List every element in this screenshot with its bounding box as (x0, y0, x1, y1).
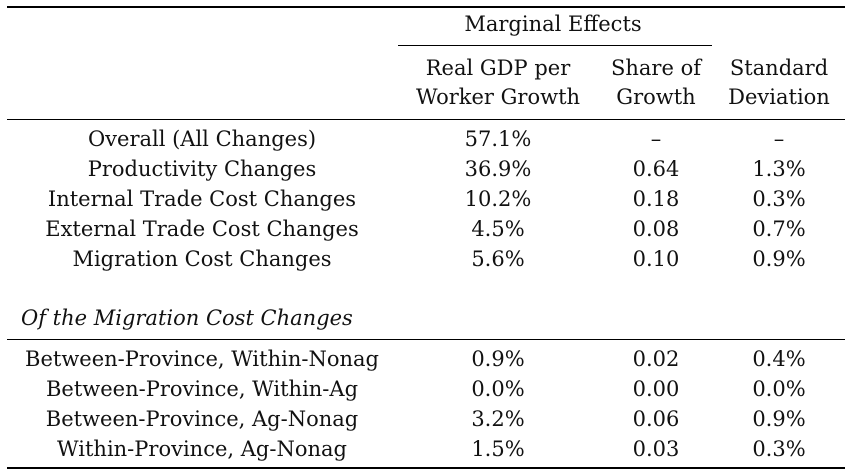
gdp-value: 1.5% (471, 437, 525, 461)
col-header-gdp-line1: Real GDP per (425, 56, 571, 80)
share-value: 0.03 (632, 437, 680, 461)
col-header-sd-line1: Standard (729, 56, 829, 80)
sd-value: 0.7% (752, 217, 806, 241)
row-label: Internal Trade Cost Changes (47, 187, 357, 211)
group-header-marginal-effects: Marginal Effects (464, 12, 642, 36)
gdp-value: 3.2% (471, 407, 525, 431)
share-value: 0.10 (632, 247, 680, 271)
row-label: Overall (All Changes) (87, 127, 317, 151)
share-value: 0.08 (632, 217, 680, 241)
gdp-value: 10.2% (464, 187, 532, 211)
col-header-gdp-line2: Worker Growth (415, 85, 581, 109)
section-title-migration: Of the Migration Cost Changes (21, 306, 353, 330)
row-label: Between-Province, Within-Nonag (25, 347, 379, 371)
gdp-value: 57.1% (464, 127, 532, 151)
share-value: 0.02 (632, 347, 680, 371)
sd-value: 0.4% (752, 347, 806, 371)
sd-value: – (773, 127, 785, 151)
col-header-sd-line2: Deviation (728, 85, 830, 109)
sd-value: 0.3% (752, 187, 806, 211)
sd-value: 0.3% (752, 437, 806, 461)
row-label: Between-Province, Ag-Nonag (45, 407, 359, 431)
gdp-value: 4.5% (471, 217, 525, 241)
top-rule (7, 6, 845, 8)
row-label: Within-Province, Ag-Nonag (57, 437, 347, 461)
sd-value: 0.0% (752, 377, 806, 401)
share-value: 0.00 (632, 377, 680, 401)
row-label: Migration Cost Changes (72, 247, 332, 271)
sd-value: 0.9% (752, 407, 806, 431)
section-rule (7, 339, 845, 340)
gdp-value: 36.9% (464, 157, 532, 181)
sd-value: 0.9% (752, 247, 806, 271)
col-header-share-line1: Share of (611, 56, 701, 80)
bottom-rule (7, 467, 845, 469)
gdp-value: 0.0% (471, 377, 525, 401)
share-value: 0.06 (632, 407, 680, 431)
share-value: 0.64 (632, 157, 680, 181)
header-rule (7, 119, 845, 120)
sd-value: 1.3% (752, 157, 806, 181)
row-label: Productivity Changes (87, 157, 317, 181)
col-header-share-line2: Growth (616, 85, 696, 109)
gdp-value: 0.9% (471, 347, 525, 371)
row-label: External Trade Cost Changes (45, 217, 359, 241)
share-value: – (650, 127, 662, 151)
row-label: Between-Province, Within-Ag (45, 377, 359, 401)
group-header-rule (398, 45, 712, 46)
gdp-value: 5.6% (471, 247, 525, 271)
share-value: 0.18 (632, 187, 680, 211)
